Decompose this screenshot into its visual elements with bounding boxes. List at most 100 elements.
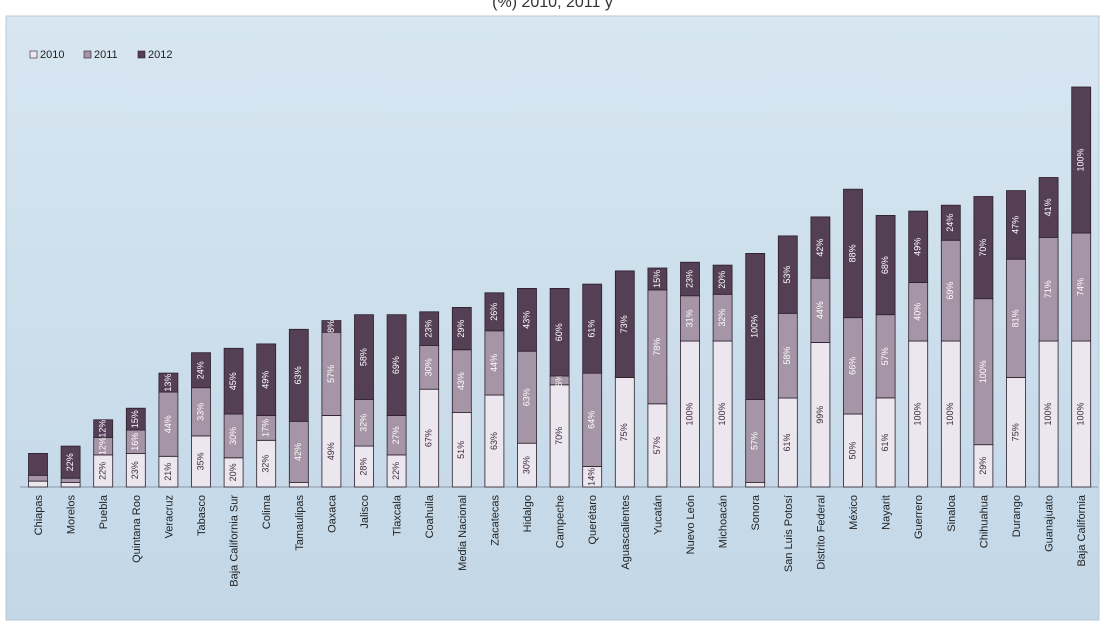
bar-2012-32 (1071, 86, 1092, 234)
value-label-2011-14: 44% (489, 354, 499, 372)
bar-2010-1 (60, 482, 81, 488)
value-label-2011-31: 71% (1043, 280, 1053, 298)
bar-2012-6 (223, 347, 244, 415)
bar-2012-28 (940, 204, 961, 241)
value-label-2012-9: 8% (326, 320, 336, 333)
bar-2010-8 (288, 482, 309, 488)
value-label-2012-15: 43% (521, 311, 531, 329)
value-label-2010-7: 32% (261, 455, 271, 473)
value-label-2010-32: 100% (1076, 402, 1086, 425)
value-label-2012-20: 23% (684, 270, 694, 288)
category-labels-group: Chiapas Morelos Puebla Quintana Roo Veracruz… (33, 494, 1088, 587)
bar-2012-13 (451, 306, 472, 351)
value-label-2012-32: 100% (1076, 148, 1086, 171)
value-label-2010-9: 49% (326, 442, 336, 460)
category-label-27: Guerrero (913, 495, 925, 539)
bar-2012-21 (712, 264, 733, 295)
bar-2012-20 (680, 261, 700, 297)
category-label-19: Yucatán (652, 495, 664, 535)
bar-2012-9 (321, 320, 342, 333)
value-label-2011-10: 32% (358, 414, 368, 432)
category-label-22: Sonora (750, 494, 762, 530)
value-label-2011-27: 40% (913, 303, 923, 321)
value-label-2011-19: 78% (652, 338, 662, 356)
bar-2012-26 (875, 214, 896, 316)
value-label-2010-6: 20% (228, 463, 238, 481)
category-label-31: Guanajuato (1044, 495, 1056, 552)
value-label-2012-4: 13% (163, 374, 173, 392)
value-label-2011-11: 27% (391, 426, 401, 444)
value-label-2012-24: 42% (815, 239, 825, 257)
value-label-2010-10: 28% (358, 458, 368, 476)
value-label-2012-23: 53% (782, 266, 792, 284)
category-label-28: Sinaloa (946, 494, 958, 532)
legend: 2010 2011 2012 (29, 49, 172, 61)
bar-2012-8 (288, 328, 309, 422)
value-label-2012-2: 12% (98, 420, 108, 438)
category-label-10: Jalisco (359, 495, 371, 529)
value-label-2011-12: 30% (424, 358, 434, 376)
category-label-20: Nuevo León (685, 495, 697, 554)
bar-2012-18 (614, 270, 635, 378)
bar-2012-15 (517, 287, 537, 352)
value-label-2011-8: 42% (293, 443, 303, 461)
category-label-6: Baja California Sur (229, 495, 241, 587)
value-label-2012-18: 73% (619, 315, 629, 333)
value-label-2012-22: 100% (750, 315, 760, 338)
bars-group: 4%4%3%22%22%12%12%23%16%15%21%44%13%35%3… (28, 86, 1092, 488)
legend-swatch-2010 (29, 50, 38, 59)
value-label-2010-12: 67% (424, 429, 434, 447)
category-label-18: Aguascalientes (620, 495, 632, 570)
category-label-23: San Luis Potosí (783, 495, 795, 572)
category-label-5: Tabasco (196, 495, 208, 536)
value-label-2012-11: 69% (391, 356, 401, 374)
bar-2012-24 (810, 216, 831, 279)
bar-2012-3 (125, 407, 146, 431)
legend-label-2010: 2010 (40, 49, 64, 61)
value-label-2012-10: 58% (358, 348, 368, 366)
value-label-2010-25: 50% (847, 441, 857, 459)
value-label-2010-27: 100% (913, 402, 923, 425)
value-label-2012-28: 24% (945, 214, 955, 232)
category-label-2: Puebla (98, 494, 110, 529)
value-label-2011-5: 33% (195, 403, 205, 421)
bar-2012-16 (549, 287, 570, 377)
value-label-2011-2: 12% (98, 437, 108, 455)
bar-2012-4 (158, 372, 179, 393)
bar-2012-14 (484, 292, 505, 332)
value-label-2012-14: 26% (489, 303, 499, 321)
value-label-2011-26: 57% (880, 347, 890, 365)
value-label-2012-7: 49% (261, 371, 271, 389)
value-label-2010-31: 100% (1043, 402, 1053, 425)
category-label-32: Baja California (1076, 494, 1088, 566)
bar-2011-1 (60, 477, 81, 484)
bar-2012-31 (1038, 177, 1059, 238)
value-label-2011-9: 57% (326, 365, 336, 383)
chart-title: (%) 2010, 2011 y (492, 0, 613, 11)
value-label-2011-22: 57% (750, 432, 760, 450)
category-label-13: Media Nacional (457, 495, 469, 571)
bar-2012-19 (647, 267, 668, 291)
category-label-17: Querétaro (587, 495, 599, 545)
value-label-2010-11: 22% (391, 462, 401, 480)
value-label-2012-12: 23% (424, 320, 434, 338)
category-label-16: Campeche (555, 495, 567, 548)
category-label-11: Tlaxcala (392, 494, 404, 536)
value-label-2011-16: 6% (554, 374, 564, 387)
bar-2010-22 (745, 482, 766, 488)
value-label-2010-24: 99% (815, 406, 825, 424)
value-label-2011-23: 58% (782, 347, 792, 365)
value-label-2012-31: 41% (1043, 198, 1053, 216)
value-label-2012-16: 60% (554, 323, 564, 341)
bar-2012-23 (777, 235, 798, 314)
category-label-29: Chihuahua (978, 494, 990, 548)
value-label-2010-20: 100% (684, 402, 694, 425)
value-label-2011-32: 74% (1076, 278, 1086, 296)
bar-2012-1 (60, 445, 81, 479)
bar-2012-5 (191, 352, 211, 389)
value-label-2010-3: 23% (130, 461, 140, 479)
value-label-2011-4: 44% (163, 415, 173, 433)
value-label-2012-17: 61% (587, 320, 597, 338)
value-label-2012-21: 20% (717, 271, 727, 289)
value-label-2010-5: 35% (195, 452, 205, 470)
